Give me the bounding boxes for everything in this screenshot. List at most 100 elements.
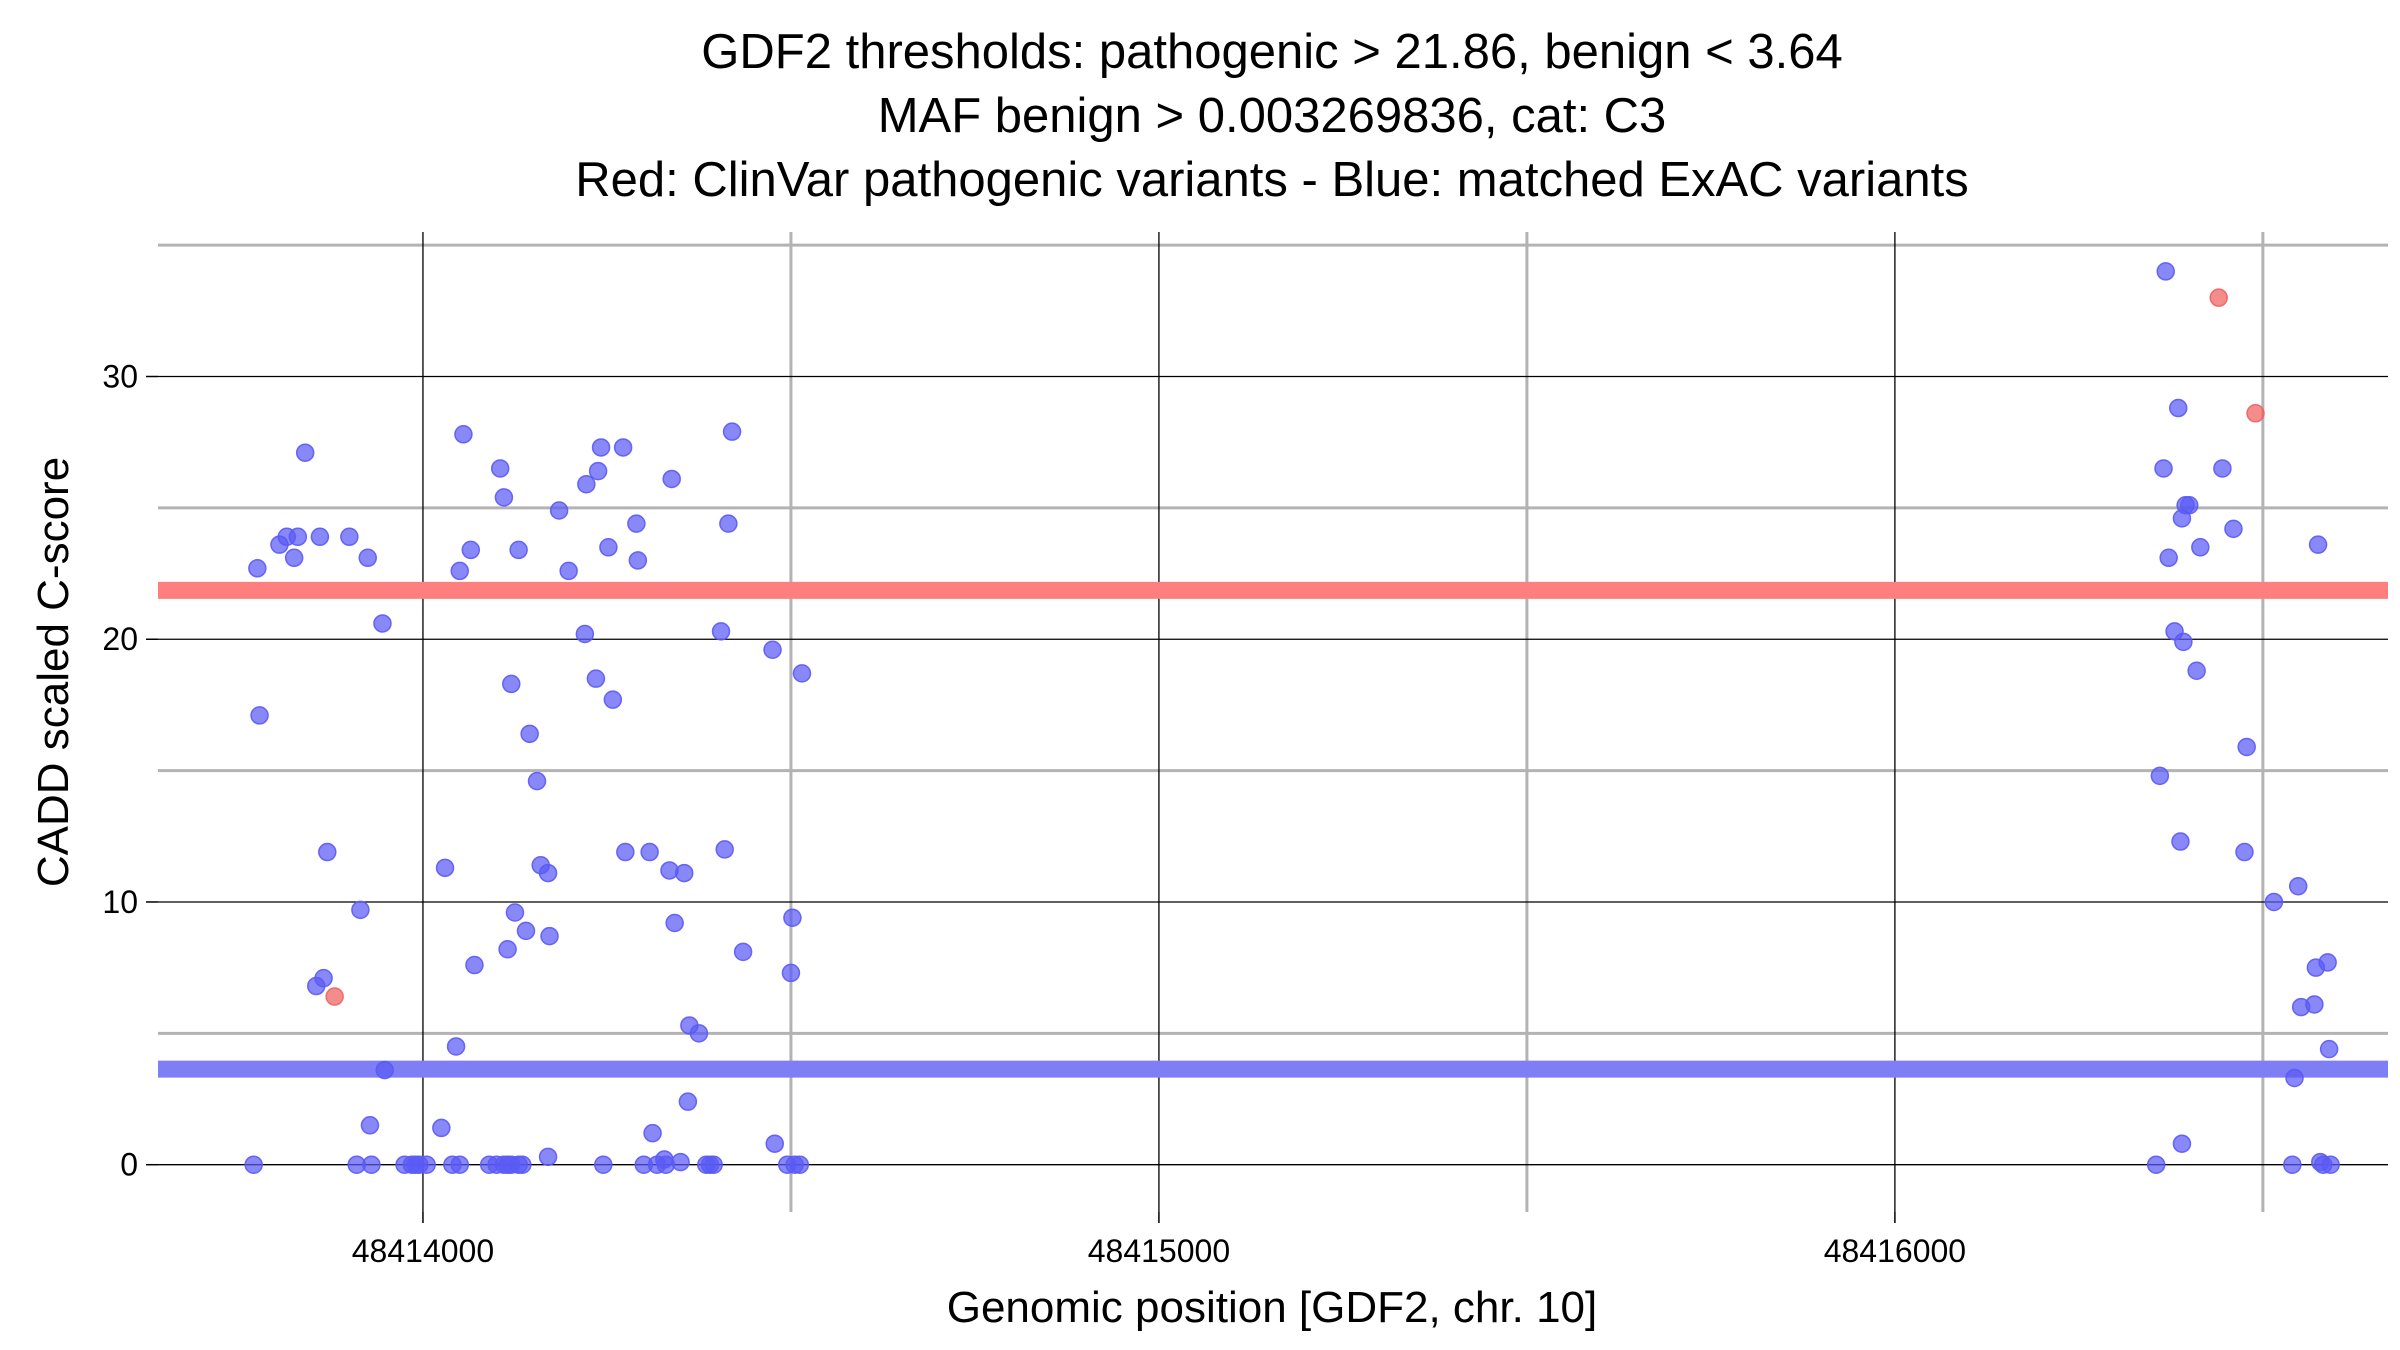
exac-point [450,1155,469,1174]
exac-point [722,422,742,441]
exac-point [502,674,521,694]
exac-point [2172,1134,2192,1153]
threshold-lines [158,581,2388,1078]
exac-point [465,955,484,975]
exac-point [2159,548,2178,568]
exac-point [665,913,684,933]
y-tick-label: 0 [120,1147,138,1183]
clinvar-point [325,987,344,1006]
exac-point [520,724,539,744]
exac-point [733,942,753,962]
exac-point [765,1134,784,1153]
exac-point [591,438,611,457]
exac-point [505,903,525,922]
exac-point [351,900,370,920]
y-tick-label: 20 [102,621,138,657]
exac-point [689,1024,709,1043]
x-tick-label: 48416000 [1824,1233,1966,1269]
exac-point [643,1123,662,1143]
exac-point [781,963,801,983]
exac-point [2154,459,2173,478]
exac-point [2305,995,2324,1014]
exac-point [2235,842,2254,862]
exac-point [783,908,802,927]
exac-point [2321,1155,2340,1174]
exac-point [314,968,333,988]
exac-point [2168,398,2188,418]
exac-point [362,1155,381,1174]
exac-point [613,438,633,457]
exac-point [513,1155,532,1174]
exac-point [586,669,606,688]
exac-point [360,1116,380,1135]
exac-point [358,548,378,568]
exac-point [575,624,595,644]
exac-point [678,1092,698,1111]
exac-point [540,926,559,946]
exac-point [2283,1155,2302,1174]
exac-point [2156,262,2175,281]
exac-point [559,561,578,581]
exac-point [616,842,635,862]
exac-point [704,1155,723,1174]
exac-point [662,469,681,489]
y-axis-ticks: 0 10 20 30 [102,359,158,1183]
exac-point [498,940,517,959]
exac-point [509,540,528,560]
x-axis-title: Genomic position [GDF2, chr. 10] [947,1283,1598,1332]
exac-point [244,1155,263,1174]
exac-point [248,559,267,578]
exac-point [2319,1039,2339,1059]
exac-point [2146,1155,2166,1174]
minor-gridlines [158,232,2388,1212]
y-tick-label: 30 [102,359,138,395]
exac-point [527,771,547,791]
exac-point [461,540,481,560]
exac-point [2224,519,2243,539]
exac-point [763,640,782,659]
y-axis-title: CADD scaled C-score [29,457,78,887]
exac-point [490,459,510,478]
data-points [244,262,2340,1174]
exac-point [640,842,659,862]
exac-point [790,1155,810,1174]
exac-point [588,461,608,481]
exac-point [2288,876,2308,896]
exac-point [2180,495,2199,515]
exac-point [432,1118,451,1138]
exac-point [577,474,596,494]
exac-point [295,443,315,462]
exac-point [711,622,731,641]
exac-point [2285,1068,2304,1088]
exac-point [2150,766,2170,786]
exac-point [450,561,469,581]
exac-point [538,863,558,883]
y-tick-label: 10 [102,884,138,920]
exac-point [417,1155,436,1174]
exac-point [2308,535,2328,554]
exac-point [674,863,694,883]
exac-point [2171,832,2190,851]
x-tick-label: 48415000 [1088,1233,1230,1269]
exac-point [603,690,623,709]
exac-point [446,1037,466,1056]
exac-point [2237,737,2256,757]
exac-point [310,527,330,547]
exac-point [340,527,359,547]
exac-point [2318,953,2337,972]
exac-point [454,425,473,444]
exac-point [549,501,569,520]
exac-point [538,1147,558,1167]
exac-point [715,840,734,859]
x-axis-ticks: 48414000 48415000 48416000 [352,1212,1966,1269]
exac-point [628,551,648,570]
exac-point [250,706,269,725]
exac-point [2187,661,2206,681]
exac-point [599,538,618,557]
chart-title-line-1: GDF2 thresholds: pathogenic > 21.86, ben… [701,25,1842,79]
exac-point [318,842,337,862]
exac-point [627,514,646,533]
exac-point [2264,892,2284,912]
exac-point [2213,459,2232,478]
